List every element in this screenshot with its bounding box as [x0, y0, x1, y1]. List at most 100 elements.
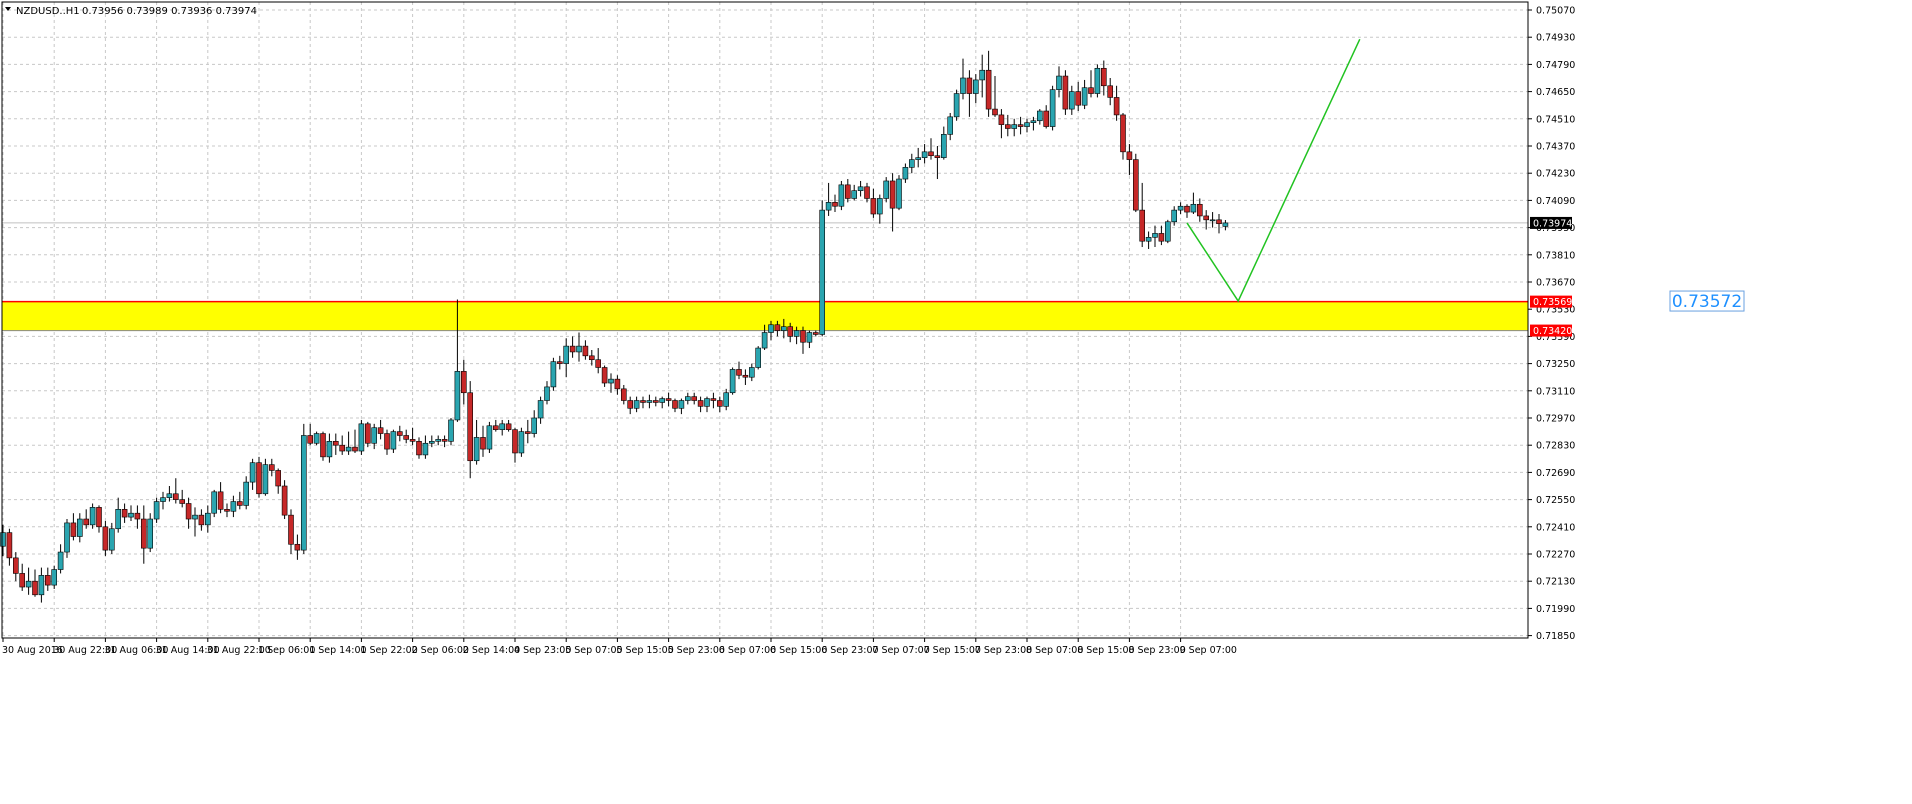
candle: [313, 431, 320, 446]
candle: [1101, 60, 1107, 96]
candle-body-bull: [608, 378, 614, 384]
target-price-label[interactable]: 0.73572: [1669, 290, 1745, 312]
candle-body-bear: [640, 400, 646, 403]
candle-body-bear: [332, 441, 339, 446]
current-price-tag: [1530, 216, 1572, 229]
dropdown-arrow-icon[interactable]: [5, 7, 11, 11]
time-tick-label: 7 Sep 07:00: [872, 645, 929, 656]
candle: [1030, 116, 1037, 131]
candle: [710, 392, 717, 409]
current-price-label: 0.73974: [1533, 218, 1572, 229]
candle: [832, 194, 838, 213]
candle-body-bear: [121, 509, 128, 518]
candle: [416, 437, 422, 459]
candle: [774, 320, 781, 337]
time-tick-label: 8 Sep 07:00: [1026, 645, 1083, 656]
candle-body-bear: [1126, 151, 1133, 160]
candle: [608, 373, 614, 393]
price-tick-label: 0.74930: [1536, 33, 1575, 44]
candle-body-bear: [992, 108, 998, 116]
price-tick-label: 0.72130: [1536, 577, 1575, 588]
candle: [620, 384, 627, 405]
candle-body-bear: [697, 400, 704, 407]
candle-body-bull: [1222, 222, 1229, 227]
candle: [1049, 85, 1056, 131]
candle-body-bull: [1177, 205, 1184, 211]
time-tick-label: 2 Sep 14:00: [463, 645, 520, 656]
candle: [0, 524, 6, 556]
price-tick-label: 0.73390: [1536, 332, 1575, 343]
candle: [256, 456, 262, 498]
candle-body-bear: [710, 398, 717, 401]
candle: [307, 423, 314, 446]
candle-body-bear: [601, 367, 608, 384]
candle-body-bull: [390, 431, 397, 450]
time-tick-label: 7 Sep 15:00: [924, 645, 981, 656]
candle-body-bear: [83, 518, 89, 526]
candle-body-bull: [1056, 75, 1062, 90]
candle-body-bull: [979, 69, 986, 81]
candle: [748, 363, 755, 382]
candle: [6, 528, 13, 566]
candle-body-bull: [38, 575, 45, 596]
candle-body-bull: [518, 431, 525, 454]
projection-line[interactable]: [1186, 38, 1361, 303]
candle: [1113, 85, 1120, 121]
candle: [947, 112, 954, 141]
candle-body-bear: [1139, 209, 1145, 242]
candle-body-bear: [652, 400, 659, 403]
candle-body-bear: [512, 429, 518, 454]
candle: [761, 324, 768, 350]
candle: [409, 427, 416, 446]
candle: [787, 322, 794, 343]
candle-body-bull: [768, 324, 774, 333]
time-tick-label: 5 Sep 23:00: [668, 645, 725, 656]
candle: [723, 388, 730, 411]
candle-body-bull: [422, 442, 429, 456]
candle: [147, 513, 153, 553]
candle-body-bull: [1165, 221, 1171, 242]
candle-body-bull: [428, 441, 435, 444]
candle: [300, 423, 307, 554]
time-tick-label: 31 Aug 06:00: [104, 645, 168, 656]
candle-body-bull: [960, 77, 966, 94]
candle-body-bull: [1152, 233, 1158, 238]
candle-body-bull: [684, 396, 691, 401]
price-tick-label: 0.73530: [1536, 305, 1575, 316]
candle-body-bear: [1004, 124, 1011, 129]
candle: [864, 182, 870, 203]
candle: [467, 381, 474, 479]
candle: [499, 419, 506, 436]
candle-body-bull: [1069, 91, 1075, 110]
candle-body-bear: [13, 557, 19, 574]
candle-body-bear: [288, 514, 294, 545]
candle-body-bull: [243, 481, 249, 506]
price-tick-label: 0.73670: [1536, 278, 1575, 289]
candle-body-bull: [499, 423, 506, 430]
candle: [998, 109, 1005, 139]
candle-body-bear: [1216, 219, 1222, 225]
candle-body-bull: [838, 184, 845, 207]
candle: [780, 318, 787, 339]
candle-body-bull: [77, 518, 83, 537]
candle-body-bull: [473, 437, 480, 462]
candle: [384, 429, 390, 455]
candle: [38, 567, 45, 603]
candle: [166, 486, 173, 502]
symbol-label: NZDUSD..H1: [16, 6, 80, 17]
candle-body-bear: [736, 369, 742, 376]
candle: [857, 180, 864, 197]
candle-body-bull: [262, 464, 269, 495]
candle: [1094, 64, 1101, 98]
candle-body-bear: [1184, 205, 1190, 213]
candle: [704, 396, 710, 413]
candle-body-bull: [51, 569, 58, 586]
candle: [198, 509, 205, 531]
candle: [556, 355, 563, 370]
candle: [512, 427, 518, 463]
candle-body-bear: [864, 186, 870, 199]
candle-body-bear: [396, 431, 403, 436]
